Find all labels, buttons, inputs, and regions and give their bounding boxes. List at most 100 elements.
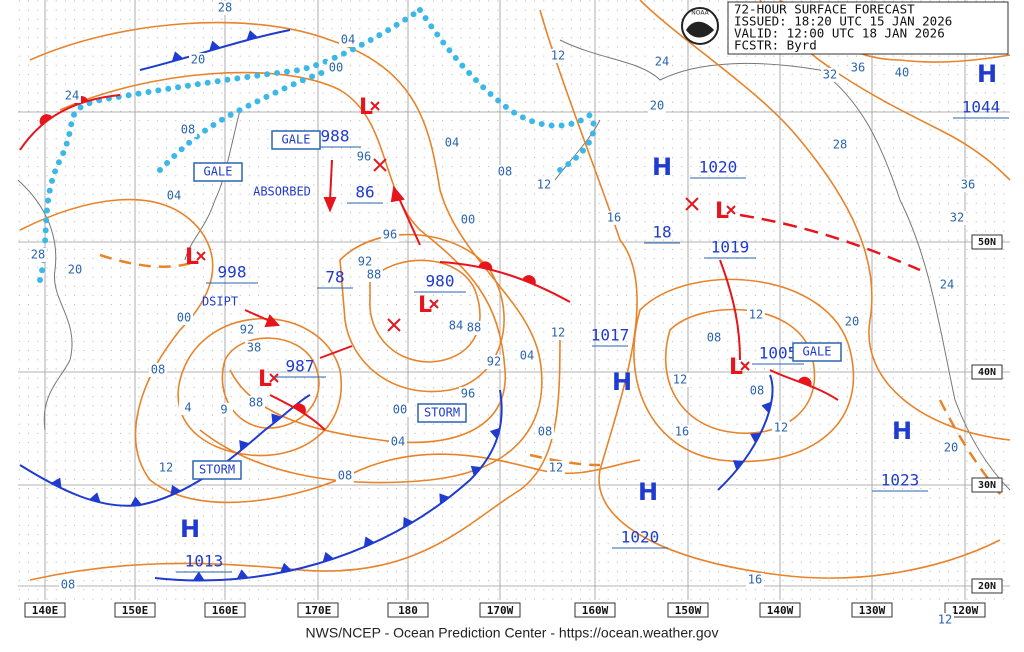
- lon-label-box: [574, 602, 616, 618]
- lat-label-box: [971, 234, 1003, 250]
- front-semicircle: [522, 275, 536, 285]
- isobar-label: 16: [748, 573, 762, 587]
- front-triangle: [239, 440, 250, 451]
- front-triangle: [761, 401, 772, 414]
- front-triangle: [363, 536, 375, 548]
- isobar-label: 08: [750, 384, 764, 398]
- front-triangle: [489, 427, 501, 440]
- front-triangle: [439, 493, 450, 505]
- front-triangle: [732, 460, 744, 471]
- isobar-label: 32: [823, 68, 837, 82]
- isobar-label-bg: [389, 435, 407, 449]
- isobar-label-bg: [66, 263, 84, 277]
- warning-box: [193, 162, 243, 182]
- isobar-label: 88: [367, 268, 381, 282]
- isobar-label: 04: [341, 33, 355, 47]
- header-line: 72-HOUR SURFACE FORECAST: [734, 2, 915, 17]
- isobar-label: 08: [538, 425, 552, 439]
- isobar-label-bg: [391, 403, 409, 417]
- warning-box: [792, 342, 842, 362]
- warning-label: GALE: [803, 345, 832, 359]
- isobar-label: 12: [938, 613, 952, 627]
- logo-mark: [686, 21, 714, 38]
- logo-text: NOAA: [691, 10, 709, 17]
- isobar-label-bg: [948, 211, 966, 225]
- isobar-label-bg: [518, 349, 536, 363]
- forecast-position: [387, 318, 401, 332]
- isobar-label: 12: [673, 373, 687, 387]
- low-cross: [726, 205, 736, 215]
- isobar-label-bg: [355, 150, 373, 164]
- low-pressure: 998: [218, 263, 247, 282]
- isobar-label: 92: [487, 355, 501, 369]
- lat-label: 40N: [978, 367, 996, 378]
- warning-box: [271, 130, 321, 150]
- high-pressure: 1020: [699, 158, 738, 177]
- lon-label-box: [387, 602, 429, 618]
- isobar-label: 4: [184, 401, 191, 415]
- warm-front: [439, 261, 571, 303]
- isobar-label-bg: [747, 308, 765, 322]
- front-triangle: [130, 496, 143, 506]
- warm-front: [769, 369, 839, 401]
- front-triangle: [171, 51, 184, 62]
- isobar-label-bg: [189, 53, 207, 67]
- isobar-label-bg: [942, 441, 960, 455]
- isobar-label: 20: [845, 315, 859, 329]
- lon-label: 140E: [32, 604, 59, 617]
- isobar-label: 88: [249, 396, 263, 410]
- isobar-label-bg: [496, 165, 514, 179]
- front-semicircle: [39, 114, 53, 126]
- low-symbol: L: [729, 355, 743, 380]
- isobar-label: 28: [218, 1, 232, 15]
- isobar-label: 00: [177, 311, 191, 325]
- isobar-label: 88: [467, 321, 481, 335]
- isobar-label: 04: [167, 189, 181, 203]
- isobar-label: 16: [675, 425, 689, 439]
- isobar-label-bg: [238, 323, 256, 337]
- isobar-label: 20: [191, 53, 205, 67]
- front-triangle: [470, 465, 482, 477]
- isobar-label: 24: [655, 55, 669, 69]
- isobar-label-bg: [673, 425, 691, 439]
- isobar-label: 12: [551, 49, 565, 63]
- isobar-label-bg: [157, 461, 175, 475]
- isobar-label-bg: [843, 315, 861, 329]
- isobar-label-bg: [535, 178, 553, 192]
- lon-label: 160E: [212, 604, 239, 617]
- lat-label-box: [971, 364, 1003, 380]
- lon-label: 120W: [952, 604, 979, 617]
- isobar-label: 96: [383, 228, 397, 242]
- front-triangle: [209, 40, 221, 51]
- warning-label: GALE: [282, 133, 311, 147]
- isobar-label: 04: [445, 136, 459, 150]
- low-symbol: L: [418, 293, 432, 318]
- front-triangle: [170, 485, 182, 496]
- isobar-label-bg: [247, 396, 265, 410]
- low-symbol: L: [359, 95, 373, 120]
- isobar-label-bg: [746, 573, 764, 587]
- isobar-label-bg: [653, 55, 671, 69]
- isobar-label-bg: [175, 311, 193, 325]
- low-pressure: 980: [426, 272, 455, 291]
- high-pressure: 1023: [881, 471, 920, 490]
- isobar-label: 08: [498, 165, 512, 179]
- lon-label-box: [851, 602, 893, 618]
- isobar-label-bg: [772, 421, 790, 435]
- isobar-label-bg: [459, 387, 477, 401]
- high-symbol: H: [180, 515, 200, 543]
- isobar-label: 08: [181, 123, 195, 137]
- isobar-label: 20: [650, 99, 664, 113]
- header-line: VALID: 12:00 UTC 18 JAN 2026: [734, 26, 945, 41]
- high-pressure: 1044: [962, 98, 1001, 117]
- front-semicircle: [292, 403, 306, 414]
- lon-label: 140W: [767, 604, 794, 617]
- warning-label: GALE: [204, 165, 233, 179]
- low-symbol: L: [258, 367, 272, 392]
- motion-arrows: [244, 159, 421, 359]
- header-box: [727, 1, 1009, 55]
- front-triangle: [271, 413, 282, 425]
- warning-label: STORM: [424, 406, 460, 420]
- lon-label: 170E: [305, 604, 332, 617]
- lon-label: 130W: [859, 604, 886, 617]
